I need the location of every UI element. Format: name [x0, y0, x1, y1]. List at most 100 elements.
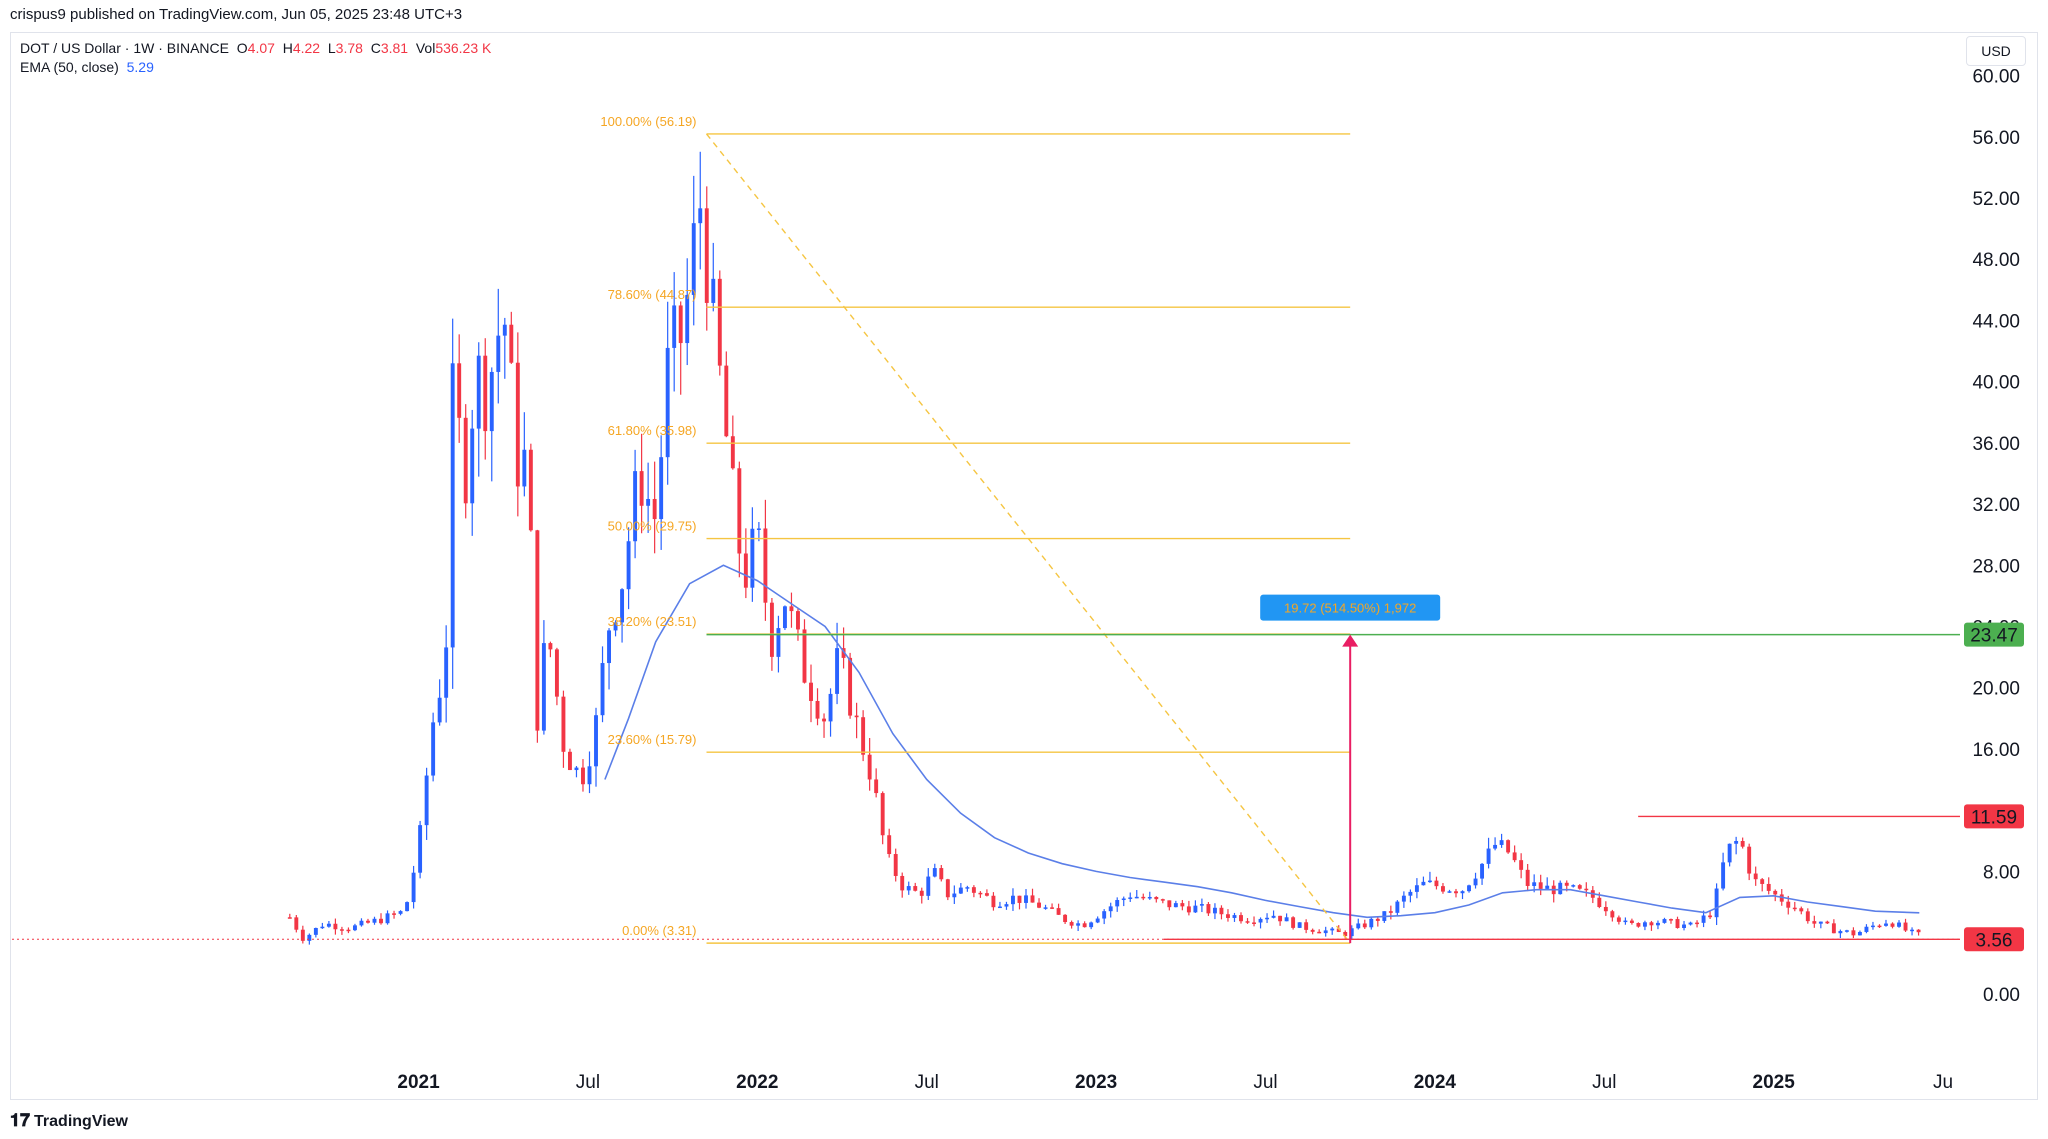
candle-body — [867, 754, 872, 780]
candle-body — [952, 893, 957, 898]
candle-body — [1362, 923, 1367, 928]
symbol-legend: DOT / US Dollar · 1W · BINANCE O4.07 H4.… — [20, 40, 491, 56]
candle-body — [945, 879, 950, 898]
candle-body — [1792, 907, 1797, 910]
candle-body — [711, 278, 716, 303]
candle-body — [900, 875, 905, 891]
candle-body — [724, 365, 729, 437]
candle-body — [932, 868, 937, 877]
ema-legend[interactable]: EMA (50, close) 5.29 — [20, 59, 154, 75]
candle-body — [971, 887, 976, 893]
candle-body — [607, 630, 611, 664]
candle-body — [320, 926, 325, 929]
tradingview-footer: 𝟏𝟕 TradingView — [10, 1110, 128, 1131]
candle-body — [528, 449, 533, 531]
candle-body — [626, 541, 631, 590]
y-axis-tick-label: 32.00 — [1972, 495, 2020, 516]
candle-body — [379, 918, 383, 924]
candle-body — [1884, 923, 1888, 926]
candle-body — [1330, 928, 1335, 931]
candle-body — [1825, 921, 1830, 924]
candle-body — [1278, 915, 1283, 922]
x-axis-tick-label: 2025 — [1753, 1072, 1796, 1093]
candle-body — [1460, 891, 1465, 894]
ema-label: EMA (50, close) — [20, 59, 119, 75]
candle-body — [1050, 907, 1055, 909]
close-label: C — [370, 40, 381, 56]
candle-body — [1349, 928, 1354, 937]
close-value: 3.81 — [380, 40, 409, 56]
measure-label-box[interactable] — [1260, 594, 1441, 621]
candle-body — [919, 890, 924, 896]
fib-trend-line[interactable] — [705, 133, 1351, 944]
currency-button[interactable]: USD — [1966, 36, 2026, 66]
candle-body — [522, 449, 527, 487]
high-label: H — [282, 40, 293, 56]
candle-body — [1252, 922, 1256, 924]
candle-body — [678, 305, 683, 344]
symbol-name[interactable]: DOT / US Dollar · 1W · BINANCE — [20, 40, 229, 56]
candle-body — [1154, 896, 1159, 900]
candle-body — [548, 643, 553, 650]
price-tag — [1964, 804, 2024, 829]
candle-body — [594, 715, 598, 767]
candle-body — [1656, 922, 1660, 926]
candle-body — [1649, 922, 1654, 926]
candle-body — [300, 929, 305, 941]
candle-body — [1336, 928, 1341, 932]
price-tag-label: 3.56 — [1976, 930, 2013, 951]
candle-body — [1818, 921, 1823, 924]
candle-body — [906, 886, 911, 891]
candle-body — [822, 718, 826, 722]
low-label: L — [327, 40, 336, 56]
candle-body — [815, 700, 820, 719]
candle-body — [1291, 917, 1296, 928]
candle-body — [1108, 906, 1113, 912]
candle-body — [717, 278, 722, 366]
candle-body — [633, 471, 638, 542]
candle-body — [880, 793, 885, 836]
candle-body — [1721, 862, 1726, 889]
candle-body — [1265, 917, 1270, 920]
candle-body — [437, 697, 442, 723]
candle-body — [939, 868, 944, 880]
candle-body — [1564, 882, 1569, 886]
candle-body — [1193, 905, 1198, 913]
candle-body — [1317, 931, 1322, 934]
y-axis-tick-label: 0.00 — [1983, 985, 2020, 1006]
candle-body — [1219, 907, 1224, 915]
candle-body — [392, 913, 396, 915]
candle-body — [665, 347, 670, 458]
candle-body — [1629, 920, 1634, 924]
candle-body — [1760, 879, 1765, 884]
candle-body — [1831, 923, 1836, 934]
candle-body — [776, 628, 781, 657]
candle-body — [854, 715, 859, 718]
candle-body — [483, 355, 488, 432]
candle-body — [893, 854, 898, 876]
candle-body — [698, 208, 703, 224]
candle-body — [1271, 915, 1276, 918]
y-axis-tick-label: 48.00 — [1972, 250, 2020, 271]
price-tag-label: 23.47 — [1970, 626, 2018, 647]
candle-body — [1675, 919, 1680, 928]
candle-body — [1636, 923, 1641, 927]
x-axis-tick-label: 2024 — [1414, 1072, 1457, 1093]
candle-body — [1082, 923, 1087, 928]
candle-body — [1577, 885, 1582, 889]
candle-body — [398, 911, 403, 914]
candle-body — [1688, 922, 1693, 925]
candle-body — [1095, 918, 1100, 923]
candle-body — [450, 363, 455, 648]
candle-body — [574, 767, 579, 771]
x-axis-tick-label: Jul — [1253, 1072, 1277, 1093]
candle-body — [339, 929, 344, 931]
candle-body — [346, 929, 351, 932]
candle-body — [1897, 922, 1901, 927]
candle-body — [965, 887, 970, 889]
y-axis-tick-label: 40.00 — [1972, 373, 2020, 394]
candle-body — [789, 606, 794, 612]
candle-body — [796, 611, 800, 630]
candle-body — [756, 528, 761, 530]
